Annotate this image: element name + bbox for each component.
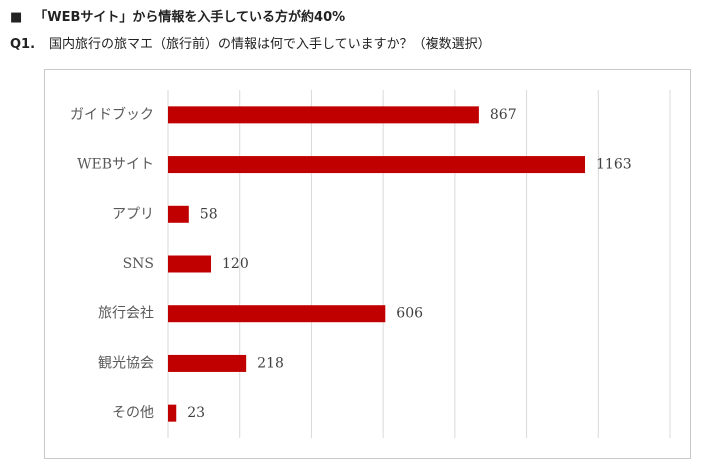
heading-text: 「WEBサイト」から情報を入手している方が約40% <box>34 10 346 25</box>
question-text: 国内旅行の旅マエ（旅行前）の情報は何で入手していますか？（複数選択） <box>49 37 491 52</box>
value-label: 1163 <box>596 157 632 173</box>
value-label: 23 <box>187 405 205 421</box>
value-label: 218 <box>257 355 284 371</box>
value-label: 606 <box>396 306 423 322</box>
bar <box>168 354 247 372</box>
category-label: 旅行会社 <box>98 306 154 322</box>
category-label: アプリ <box>112 206 154 222</box>
value-label: 120 <box>222 256 249 272</box>
bar <box>168 106 479 124</box>
category-label: SNS <box>123 256 154 272</box>
question-number: Q1. <box>10 37 36 52</box>
bar-chart: ガイドブック 867 WEBサイト 1163 アプリ 58 SNS 120 旅行会社 606 観光協… <box>70 90 671 438</box>
category-label: その他 <box>112 405 154 421</box>
grid-lines <box>167 90 671 438</box>
category-label: WEBサイト <box>77 157 154 173</box>
category-label: 観光協会 <box>98 354 154 371</box>
question-line: Q1. 国内旅行の旅マエ（旅行前）の情報は何で入手していますか？（複数選択） <box>10 33 491 52</box>
bar <box>168 305 386 323</box>
category-label: ガイドブック <box>70 106 154 123</box>
bars <box>168 106 586 422</box>
bar <box>168 404 177 422</box>
heading-marker: ■ <box>10 10 23 25</box>
chart-heading: ■ 「WEBサイト」から情報を入手している方が約40% <box>10 6 345 25</box>
value-label: 867 <box>490 107 517 123</box>
value-label: 58 <box>200 206 218 222</box>
bar <box>168 205 189 223</box>
bar <box>168 255 212 273</box>
labels: ガイドブック 867 WEBサイト 1163 アプリ 58 SNS 120 旅行会社 606 観光協… <box>70 106 632 421</box>
chart-frame: ガイドブック 867 WEBサイト 1163 アプリ 58 SNS 120 旅行会社 606 観光協… <box>44 69 691 459</box>
bar <box>168 156 586 174</box>
